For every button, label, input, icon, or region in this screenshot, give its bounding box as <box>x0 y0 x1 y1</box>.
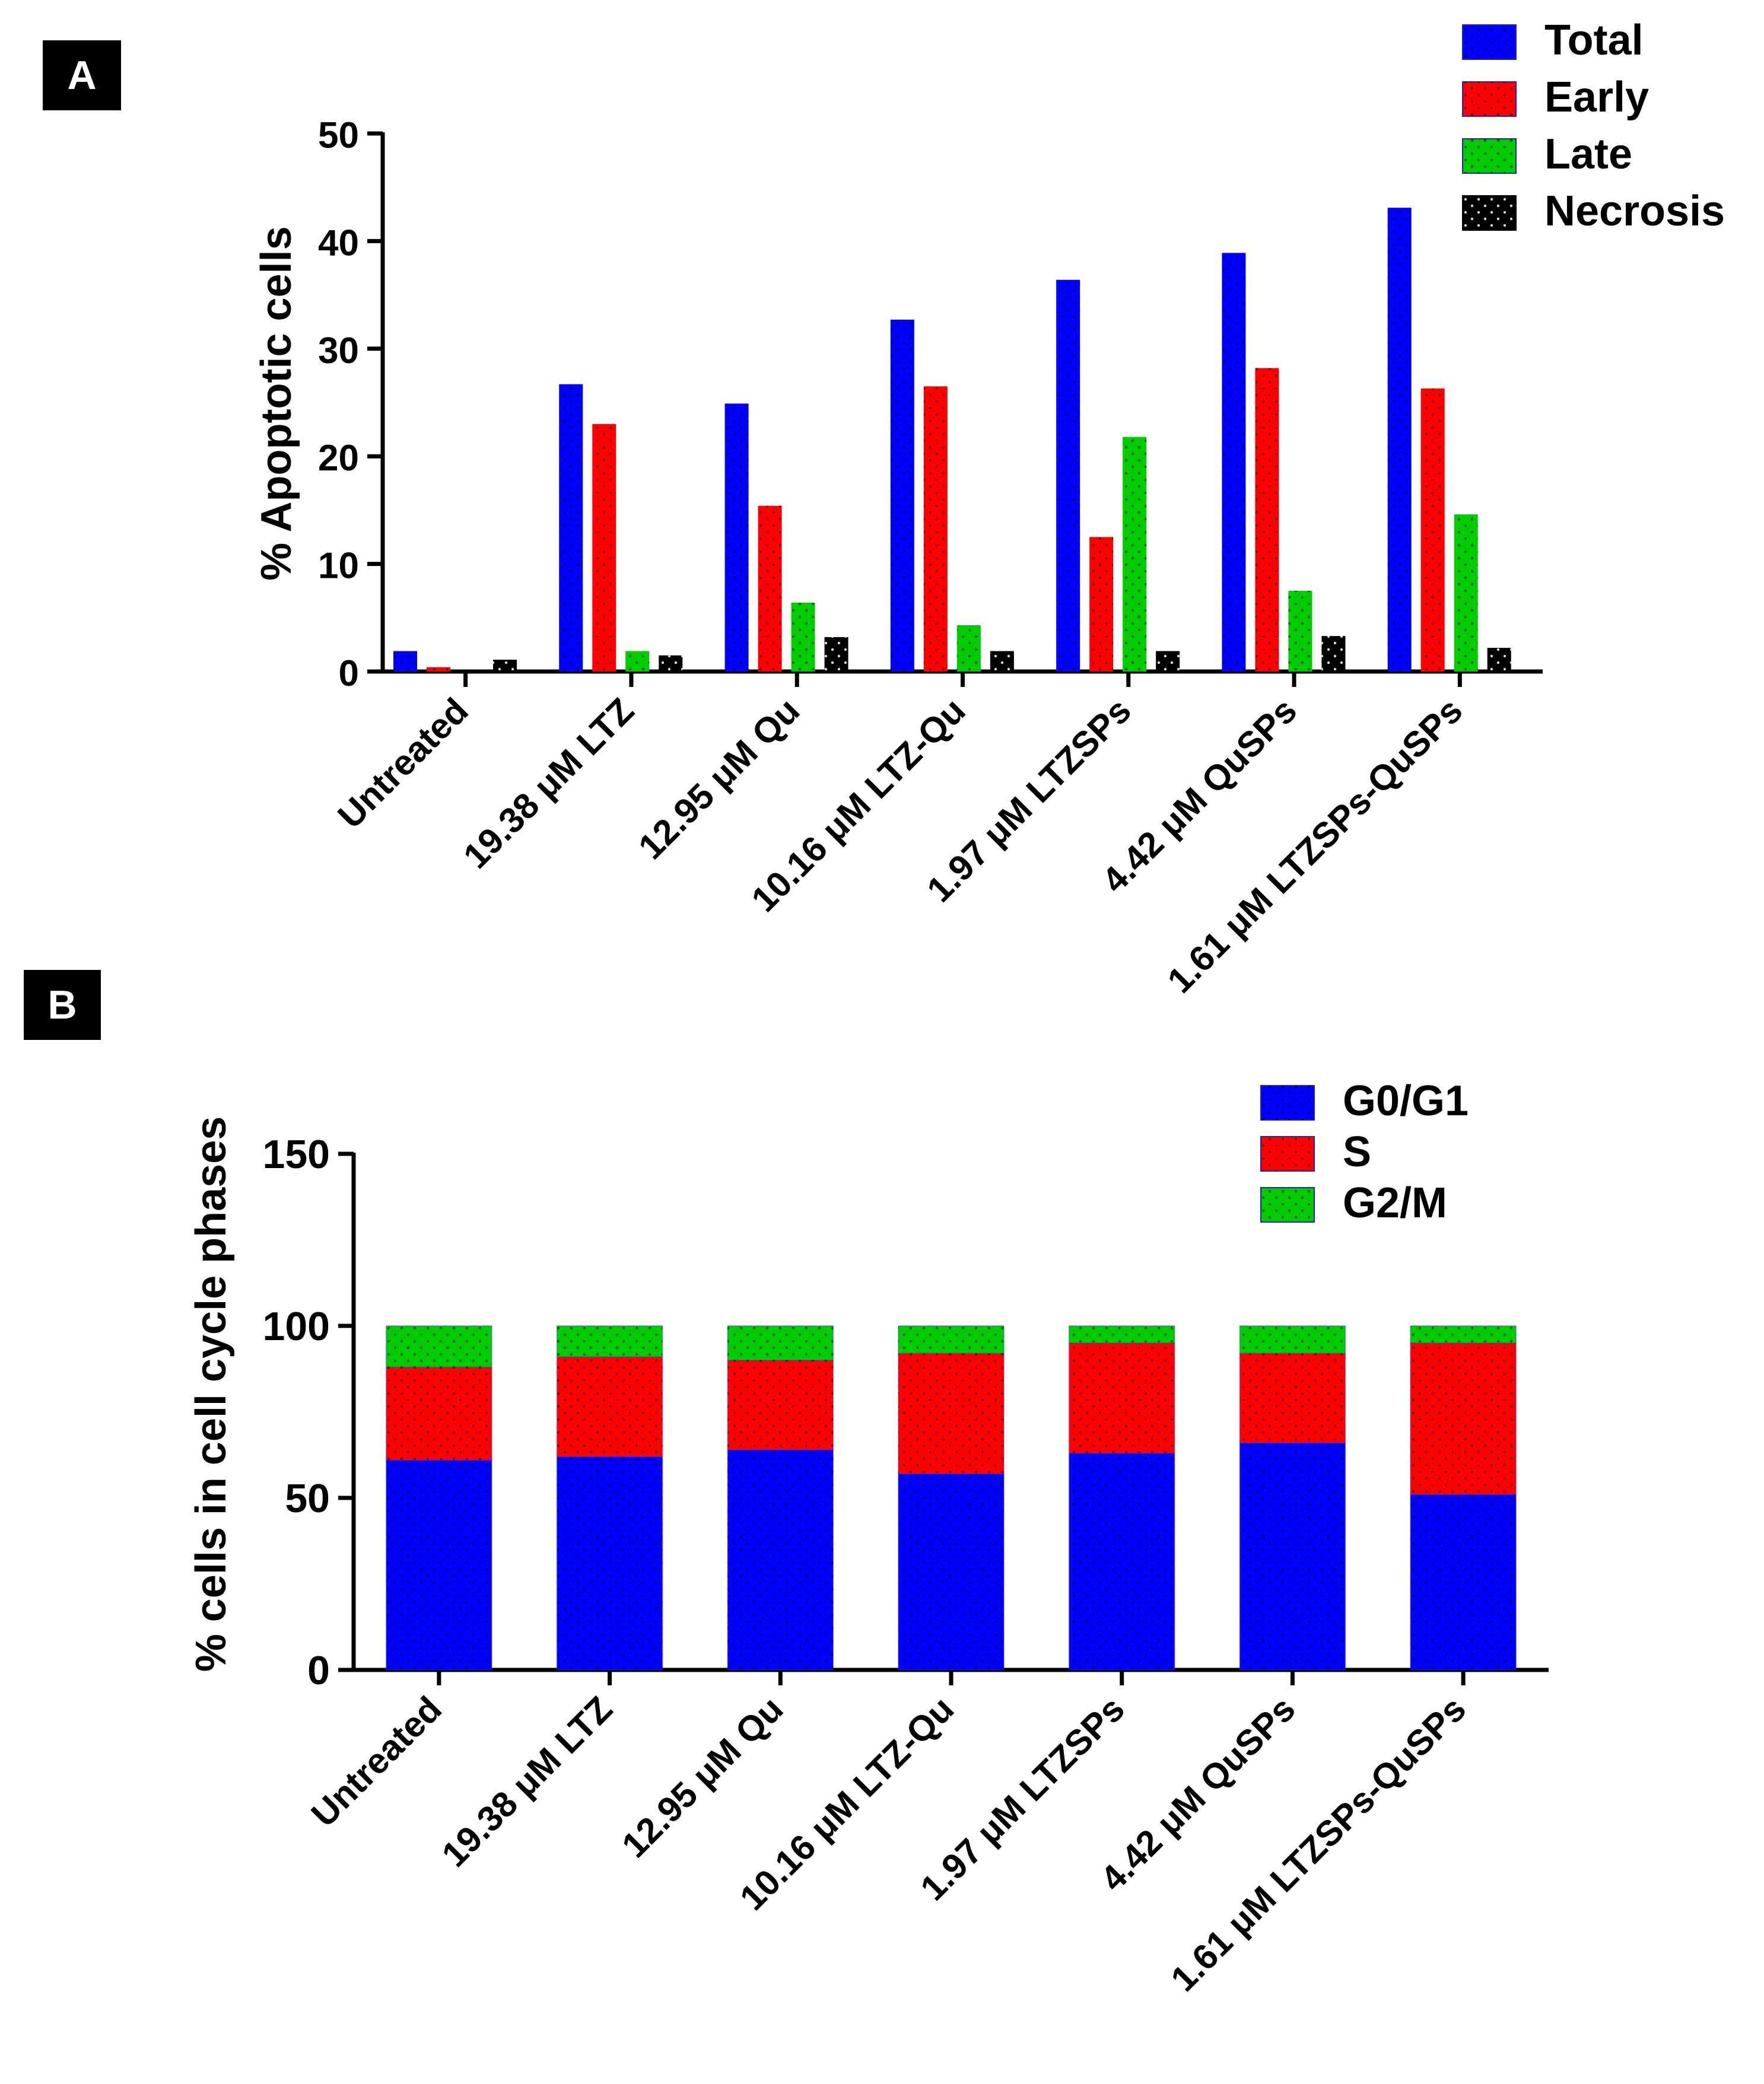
panel-b-x-tick-label-untreated: Untreated <box>304 1689 449 1834</box>
panel-b-bar-texture <box>1410 1494 1517 1670</box>
panel-a-bar-texture <box>1222 253 1246 672</box>
panel-a-bar-texture <box>1420 388 1445 672</box>
panel-a-legend-label-early: Early <box>1544 74 1649 121</box>
panel-b-x-tick-label-19-38-m-ltz: 19.38 μM LTZ <box>434 1689 620 1875</box>
panel-b-bar-texture <box>727 1360 834 1450</box>
panel-a-bar-texture <box>758 505 782 672</box>
panel-b-y-tick-label: 150 <box>263 1132 330 1177</box>
panel-a-tag: A <box>43 40 121 110</box>
panel-b-y-axis-title: % cells in cell cycle phases <box>187 1116 235 1672</box>
panel-a-tag-box <box>43 40 121 110</box>
panel-b-bar-texture <box>1069 1453 1175 1670</box>
panel-b-bar-texture <box>1410 1343 1517 1495</box>
panel-b-bar-texture <box>386 1460 492 1670</box>
panel-b-legend-swatch-texture <box>1261 1188 1314 1222</box>
panel-a-bar-texture <box>724 403 749 672</box>
panel-a-y-tick-label: 30 <box>318 330 359 371</box>
panel-b: B % cells in cell cycle phases 0 50 100 150… <box>24 970 1549 1999</box>
panel-a-bar-texture <box>1487 648 1511 672</box>
panel-b-tag-label: B <box>47 982 77 1027</box>
panel-a-legend-label-late: Late <box>1544 131 1632 178</box>
panel-b-tag-box <box>24 970 101 1040</box>
panel-a-legend-swatch-texture <box>1463 196 1516 230</box>
panel-b-legend-label-g2-m: G2/M <box>1343 1179 1447 1227</box>
panel-a-bar-texture <box>824 637 848 672</box>
panel-a-bar-texture <box>990 651 1014 672</box>
panel-a-bar-texture <box>659 655 683 672</box>
panel-b-bar-texture <box>1239 1353 1346 1443</box>
panel-a-bar-texture <box>890 319 914 672</box>
panel-b-legend-swatch-texture <box>1261 1137 1314 1171</box>
panel-a-legend-label-necrosis: Necrosis <box>1544 187 1725 235</box>
panel-a-y-tick-label: 50 <box>318 115 359 156</box>
panel-a-legend-swatch-texture <box>1463 139 1516 173</box>
panel-a-bar-texture <box>1089 537 1114 672</box>
panel-a-bar-texture <box>1255 368 1279 672</box>
panel-a-x-tick-label-untreated: Untreated <box>330 691 475 836</box>
panel-a: A % Apoptotic cells 0 10 20 30 40 50 Untreated… <box>43 17 1725 1001</box>
panel-b-bar-texture <box>386 1367 492 1461</box>
panel-b-bar-texture <box>1410 1326 1517 1343</box>
panel-a-bar-texture <box>625 651 650 672</box>
panel-b-bar-texture <box>557 1357 663 1457</box>
panel-a-bar-texture <box>1156 651 1180 672</box>
panel-b-y-tick-label: 100 <box>263 1304 330 1349</box>
panel-a-y-tick-label: 0 <box>339 653 359 694</box>
panel-a-legend-swatch-texture <box>1463 82 1516 116</box>
panel-b-bar-texture <box>898 1353 1004 1474</box>
panel-b-bar-texture <box>1239 1326 1346 1354</box>
panel-b-tag: B <box>24 970 101 1040</box>
panel-a-y-tick-label: 40 <box>318 222 359 263</box>
panel-a-bar-texture <box>393 651 417 672</box>
panel-b-bar-texture <box>386 1326 492 1367</box>
panel-b-bar-texture <box>727 1449 834 1670</box>
panel-a-legend: Total Early Late Necrosis <box>1462 17 1725 235</box>
panel-b-y-tick-label: 50 <box>285 1476 330 1521</box>
panel-b-x-tick-label-12-95-m-qu: 12.95 μM Qu <box>614 1689 790 1865</box>
panel-a-bar-texture <box>559 384 583 672</box>
panel-b-legend-label-g0-g1: G0/G1 <box>1343 1077 1469 1125</box>
panel-b-bar-texture <box>898 1474 1004 1670</box>
panel-a-tag-label: A <box>67 53 96 98</box>
panel-a-bar-texture <box>791 602 815 672</box>
panel-a-bar-texture <box>493 660 517 672</box>
panel-a-bar-texture <box>1056 279 1080 672</box>
panel-b-legend-swatch-texture <box>1261 1086 1314 1120</box>
panel-a-x-tick-label-19-38-m-ltz: 19.38 μM LTZ <box>456 691 641 876</box>
panel-a-bar-texture <box>1123 437 1147 672</box>
panel-a-y-tick-label: 20 <box>318 438 359 479</box>
panel-b-bar-texture <box>557 1456 663 1670</box>
panel-a-bar-texture <box>1321 636 1346 672</box>
panel-b-legend-label-s: S <box>1343 1128 1371 1176</box>
panel-b-bar-texture <box>727 1326 834 1360</box>
panel-a-bar-texture <box>956 625 981 672</box>
panel-a-legend-label-total: Total <box>1544 17 1644 64</box>
panel-a-bar-texture <box>1288 590 1312 672</box>
panel-a-x-tick-label-12-95-m-qu: 12.95 μM Qu <box>631 691 807 867</box>
panel-a-x-tick-label-1-61-m-ltzsps-qusps: 1.61 μM LTZSPs-QuSPs <box>1160 691 1470 1001</box>
panel-a-y-tick-label: 10 <box>318 546 359 587</box>
panel-a-bar-texture <box>923 386 948 672</box>
panel-a-bar-texture <box>1454 514 1478 672</box>
panel-b-bar-texture <box>1069 1343 1175 1453</box>
panel-a-bar-texture <box>427 667 450 672</box>
panel-b-x-tick-label-1-61-m-ltzsps-qusps: 1.61 μM LTZSPs-QuSPs <box>1163 1689 1473 1999</box>
panel-b-bar-texture <box>898 1326 1004 1354</box>
panel-a-bar-texture <box>592 424 616 672</box>
panel-b-y-tick-label: 0 <box>307 1648 330 1693</box>
panel-b-bar-texture <box>1069 1326 1175 1343</box>
panel-a-bar-texture <box>1387 208 1412 672</box>
panel-b-bar-texture <box>1239 1443 1346 1670</box>
panel-a-y-axis-title: % Apoptotic cells <box>253 226 300 580</box>
panel-b-bar-texture <box>557 1326 663 1357</box>
panel-a-legend-swatch-texture <box>1463 25 1516 59</box>
